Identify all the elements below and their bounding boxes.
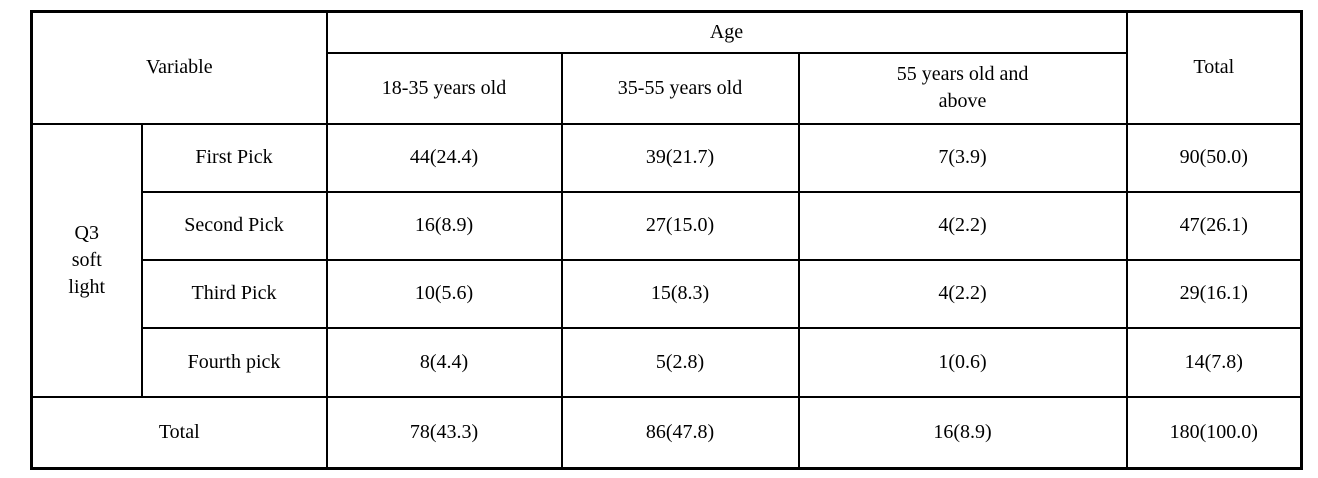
cell-third-pick-35-55: 15(8.3): [560, 258, 800, 329]
header-cell-variable: Variable: [30, 10, 328, 125]
cell-total-18-35: 78(43.3): [325, 395, 563, 470]
cell-second-pick-55-above: 4(2.2): [797, 190, 1128, 261]
header-row-age-groups: 18-35 years old 35-55 years old 55 years…: [32, 51, 1302, 125]
cell-third-pick-55-above: 4(2.2): [797, 258, 1128, 329]
header-cell-age-55-above: 55 years old and above: [797, 51, 1128, 125]
cell-second-pick-total: 47(26.1): [1125, 190, 1303, 261]
cell-fourth-pick-35-55: 5(2.8): [560, 326, 800, 398]
table-row-first-pick: Q3 soft light First Pick 44(24.4) 39(21.…: [30, 122, 1303, 398]
cell-fourth-pick-18-35: 8(4.4): [325, 326, 563, 398]
total-row-label: Total: [30, 395, 328, 470]
group-cell-q3-soft-light: Q3 soft light: [30, 122, 143, 398]
row-label-third-pick: Third Pick: [140, 258, 328, 329]
cell-first-pick-55-above: 7(3.9): [797, 122, 1128, 193]
row-label-fourth-pick: Fourth pick: [140, 326, 328, 398]
cell-third-pick-total: 29(16.1): [1125, 258, 1303, 329]
cell-second-pick-35-55: 27(15.0): [560, 190, 800, 261]
cell-total-total: 180(100.0): [1125, 395, 1303, 470]
cell-fourth-pick-55-above: 1(0.6): [797, 326, 1128, 398]
header-row-top: Variable Age Total: [30, 10, 1303, 125]
cell-second-pick-18-35: 16(8.9): [325, 190, 563, 261]
cell-total-35-55: 86(47.8): [560, 395, 800, 470]
header-cell-age: Age: [325, 10, 1128, 54]
table-row-second-pick: Second Pick 16(8.9) 27(15.0) 4(2.2) 47(2…: [32, 190, 1303, 261]
table-row-total: Total 78(43.3) 86(47.8) 16(8.9) 180(100.…: [30, 395, 1303, 470]
row-label-second-pick: Second Pick: [140, 190, 328, 261]
statistics-table: Variable Age Total 18-35 years old 35-55…: [30, 10, 1304, 470]
cell-first-pick-total: 90(50.0): [1125, 122, 1303, 193]
header-cell-total: Total: [1125, 10, 1303, 125]
row-label-first-pick: First Pick: [140, 122, 328, 193]
cell-total-55-above: 16(8.9): [797, 395, 1128, 470]
table-row-fourth-pick: Fourth pick 8(4.4) 5(2.8) 1(0.6) 14(7.8): [32, 326, 1303, 398]
header-cell-age-18-35: 18-35 years old: [325, 51, 563, 125]
header-cell-age-35-55: 35-55 years old: [560, 51, 800, 125]
table-row-third-pick: Third Pick 10(5.6) 15(8.3) 4(2.2) 29(16.…: [32, 258, 1303, 329]
cell-third-pick-18-35: 10(5.6): [325, 258, 563, 329]
cell-first-pick-18-35: 44(24.4): [325, 122, 563, 193]
cell-fourth-pick-total: 14(7.8): [1125, 326, 1303, 398]
cell-first-pick-35-55: 39(21.7): [560, 122, 800, 193]
